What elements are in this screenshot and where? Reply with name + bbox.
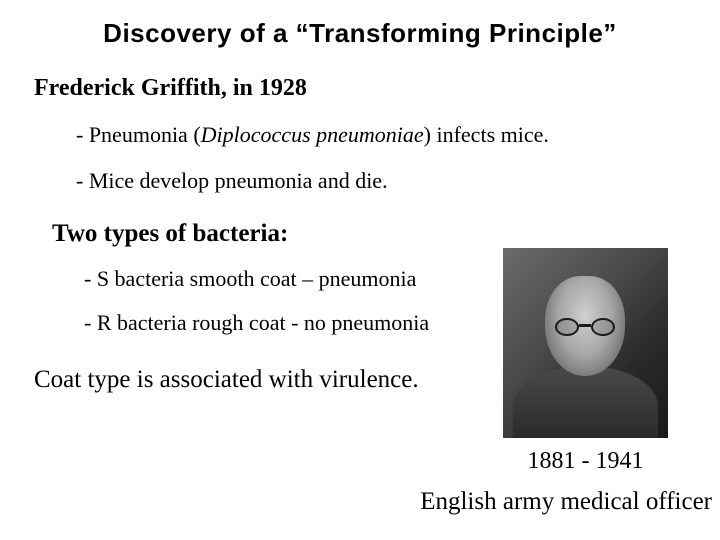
- portrait-block: 1881 - 1941: [503, 248, 668, 475]
- subheading-griffith: Frederick Griffith, in 1928: [34, 75, 686, 102]
- slide-title: Discovery of a “Transforming Principle”: [0, 0, 720, 49]
- portrait-caption: English army medical officer: [420, 488, 712, 516]
- subheading-bacteria-types: Two types of bacteria:: [34, 220, 686, 248]
- portrait-dates: 1881 - 1941: [503, 448, 668, 475]
- bullet-mice-die: - Mice develop pneumonia and die.: [34, 168, 686, 194]
- bullet-text-prefix: - Pneumonia (: [76, 122, 201, 147]
- bullet-text-suffix: ) infects mice.: [424, 122, 549, 147]
- portrait-image: [503, 248, 668, 438]
- bullet-text-italic: Diplococcus pneumoniae: [201, 122, 424, 147]
- bullet-pneumonia: - Pneumonia (Diplococcus pneumoniae) inf…: [34, 122, 686, 148]
